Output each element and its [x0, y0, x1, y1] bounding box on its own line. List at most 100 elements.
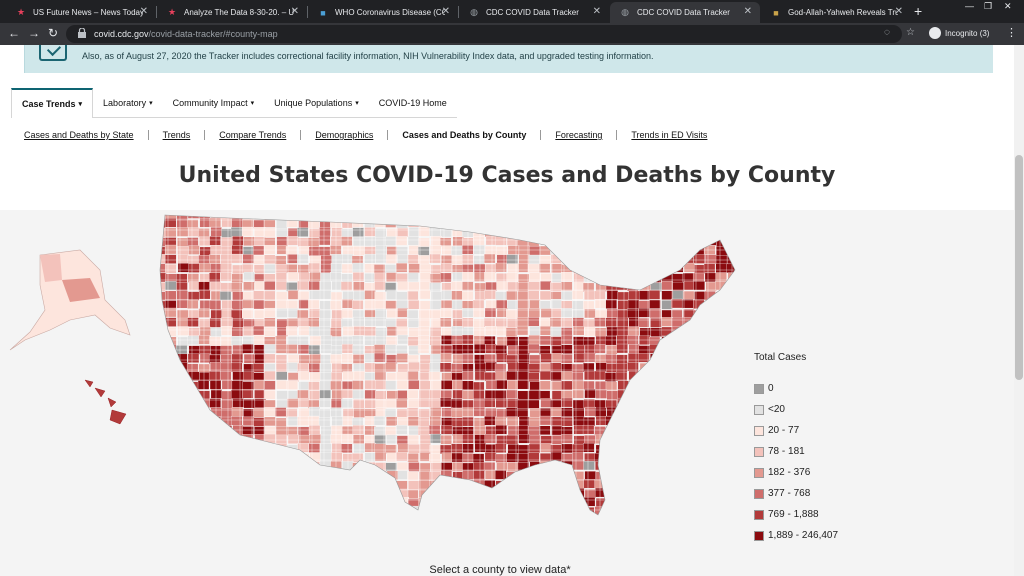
county[interactable]	[175, 497, 188, 507]
county[interactable]	[319, 480, 331, 490]
county[interactable]	[661, 443, 673, 453]
county[interactable]	[154, 489, 166, 499]
county[interactable]	[682, 353, 695, 363]
county[interactable]	[408, 515, 419, 524]
county[interactable]	[725, 434, 737, 445]
county[interactable]	[288, 517, 299, 526]
close-tab-icon[interactable]: ✕	[894, 6, 903, 17]
county[interactable]	[462, 497, 474, 507]
county[interactable]	[649, 254, 661, 264]
county[interactable]	[681, 363, 694, 373]
county[interactable]	[188, 407, 200, 417]
county[interactable]	[176, 425, 188, 435]
county[interactable]	[330, 489, 342, 499]
county[interactable]	[253, 211, 265, 220]
legend-item[interactable]: 1,889 - 246,407	[754, 525, 838, 546]
county[interactable]	[387, 517, 398, 526]
county[interactable]	[572, 226, 584, 237]
county[interactable]	[561, 237, 573, 247]
county[interactable]	[188, 453, 200, 463]
county[interactable]	[661, 435, 673, 445]
county[interactable]	[715, 363, 727, 373]
county[interactable]	[661, 372, 673, 382]
county[interactable]	[484, 498, 496, 508]
county[interactable]	[253, 452, 265, 463]
county[interactable]	[628, 237, 640, 247]
county[interactable]	[672, 507, 684, 517]
county[interactable]	[528, 479, 540, 489]
county[interactable]	[254, 471, 266, 481]
county[interactable]	[297, 498, 309, 508]
county[interactable]	[738, 345, 749, 354]
county[interactable]	[638, 425, 651, 435]
county[interactable]	[738, 472, 749, 481]
county[interactable]	[319, 471, 331, 481]
county[interactable]	[739, 444, 750, 453]
county[interactable]	[726, 461, 737, 471]
county[interactable]	[364, 505, 377, 515]
county[interactable]	[243, 453, 255, 463]
county[interactable]	[208, 471, 221, 481]
county[interactable]	[617, 480, 629, 490]
county[interactable]	[506, 210, 518, 219]
county[interactable]	[661, 263, 673, 274]
county[interactable]	[704, 453, 717, 463]
county[interactable]	[156, 352, 167, 363]
county[interactable]	[704, 425, 716, 436]
county[interactable]	[627, 444, 639, 454]
county[interactable]	[209, 416, 221, 426]
county[interactable]	[220, 507, 233, 517]
county[interactable]	[231, 498, 243, 508]
county[interactable]	[595, 227, 607, 237]
county[interactable]	[154, 210, 166, 219]
subnav-link[interactable]: Trends	[162, 130, 191, 140]
county[interactable]	[210, 425, 222, 436]
county[interactable]	[627, 255, 639, 265]
county[interactable]	[715, 443, 727, 453]
county[interactable]	[639, 516, 650, 525]
county[interactable]	[628, 479, 641, 490]
county[interactable]	[496, 488, 508, 499]
county[interactable]	[617, 218, 629, 228]
county[interactable]	[661, 380, 673, 390]
county[interactable]	[232, 210, 244, 219]
county[interactable]	[474, 497, 486, 508]
county[interactable]	[617, 517, 628, 526]
county[interactable]	[628, 211, 640, 220]
county[interactable]	[650, 362, 662, 373]
county[interactable]	[606, 489, 618, 499]
county[interactable]	[452, 506, 464, 516]
county[interactable]	[671, 389, 683, 399]
county[interactable]	[451, 497, 464, 507]
county[interactable]	[198, 417, 210, 427]
county[interactable]	[738, 247, 749, 256]
county[interactable]	[638, 480, 650, 490]
county[interactable]	[738, 427, 749, 436]
county[interactable]	[451, 211, 463, 220]
county[interactable]	[628, 488, 640, 498]
county[interactable]	[682, 435, 695, 445]
subnav-link[interactable]: Demographics	[315, 130, 374, 140]
county[interactable]	[726, 488, 737, 498]
county[interactable]	[572, 516, 583, 525]
county[interactable]	[286, 506, 298, 516]
county[interactable]	[693, 515, 704, 524]
county[interactable]	[704, 210, 716, 219]
county[interactable]	[694, 506, 706, 516]
county[interactable]	[187, 461, 199, 471]
county[interactable]	[584, 515, 595, 524]
county[interactable]	[550, 489, 562, 499]
county[interactable]	[671, 488, 684, 498]
county[interactable]	[539, 516, 550, 525]
county[interactable]	[232, 453, 244, 464]
county[interactable]	[517, 210, 529, 219]
county[interactable]	[727, 281, 738, 291]
county[interactable]	[551, 461, 563, 471]
county[interactable]	[639, 452, 651, 463]
county[interactable]	[176, 372, 188, 382]
county[interactable]	[683, 389, 695, 399]
county[interactable]	[232, 516, 243, 525]
county[interactable]	[737, 354, 748, 363]
county[interactable]	[694, 235, 706, 246]
county[interactable]	[683, 326, 695, 337]
